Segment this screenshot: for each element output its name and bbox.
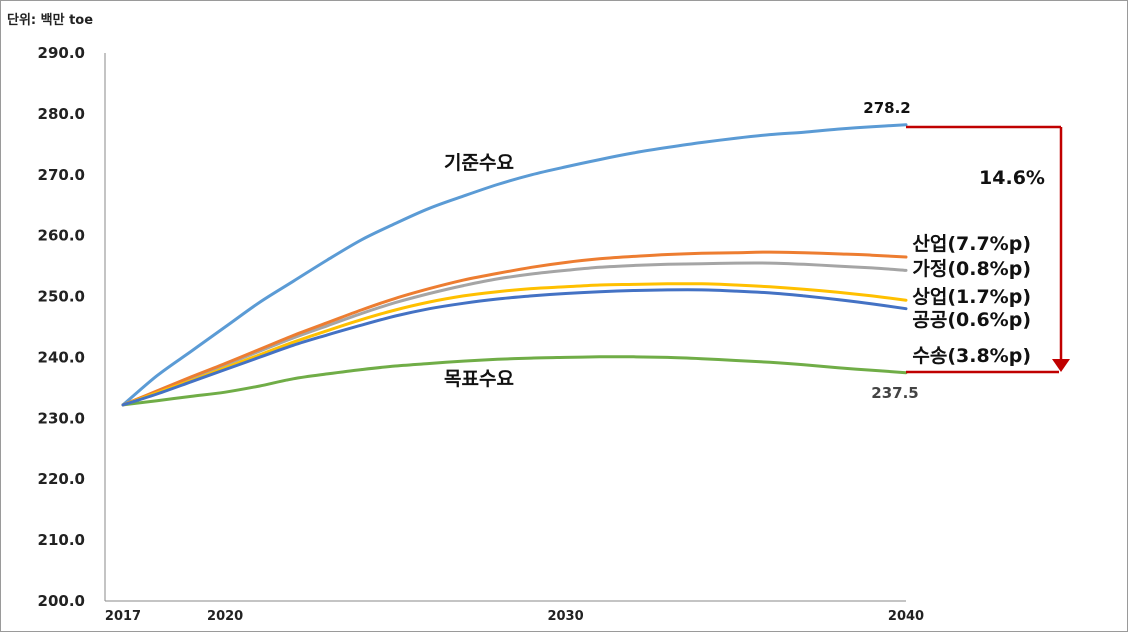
x-tick-labels: 2017 2020 2030 2040	[105, 609, 924, 624]
y-tick-label: 270.0	[38, 166, 85, 184]
x-tick-label: 2030	[547, 609, 583, 624]
series-line	[121, 261, 908, 407]
series-label: 수송(3.8%p)	[912, 345, 1031, 367]
series-lines	[121, 123, 908, 407]
series-label: 공공(0.6%p)	[912, 309, 1031, 331]
series-line	[121, 123, 908, 407]
series-label: 가정(0.8%p)	[912, 258, 1031, 280]
y-tick-label: 220.0	[38, 470, 85, 488]
x-tick-label: 2020	[207, 609, 243, 624]
series-label: 산업(7.7%p)	[912, 233, 1031, 255]
series-label: 상업(1.7%p)	[912, 286, 1031, 308]
series-line	[121, 282, 908, 407]
series-line	[121, 288, 908, 407]
target-label: 목표수요	[444, 368, 514, 390]
series-line	[121, 355, 908, 407]
y-tick-label: 230.0	[38, 409, 85, 427]
y-tick-label: 200.0	[38, 592, 85, 610]
unit-label: 단위: 백만 toe	[7, 12, 93, 28]
y-tick-label: 250.0	[38, 288, 85, 306]
y-tick-label: 240.0	[38, 348, 85, 366]
series-line	[121, 250, 908, 407]
end-value-target: 237.5	[871, 384, 918, 402]
reduction-value: 14.6%	[979, 167, 1045, 189]
baseline-label: 기준수요	[444, 152, 514, 174]
end-value-baseline: 278.2	[863, 99, 910, 117]
y-tick-label: 260.0	[38, 227, 85, 245]
y-tick-label: 290.0	[38, 44, 85, 62]
y-tick-label: 280.0	[38, 105, 85, 123]
y-tick-label: 210.0	[38, 531, 85, 549]
arrow-head	[1052, 359, 1070, 372]
y-tick-labels: 290.0 280.0 270.0 260.0 250.0 240.0 230.0 220.0…	[38, 44, 85, 610]
x-tick-label: 2040	[888, 609, 924, 624]
x-tick-label: 2017	[105, 609, 141, 624]
reduction-arrow	[906, 125, 1070, 374]
series-labels: 산업(7.7%p) 가정(0.8%p) 상업(1.7%p)공공(0.6%p) 수송(3…	[912, 233, 1031, 367]
